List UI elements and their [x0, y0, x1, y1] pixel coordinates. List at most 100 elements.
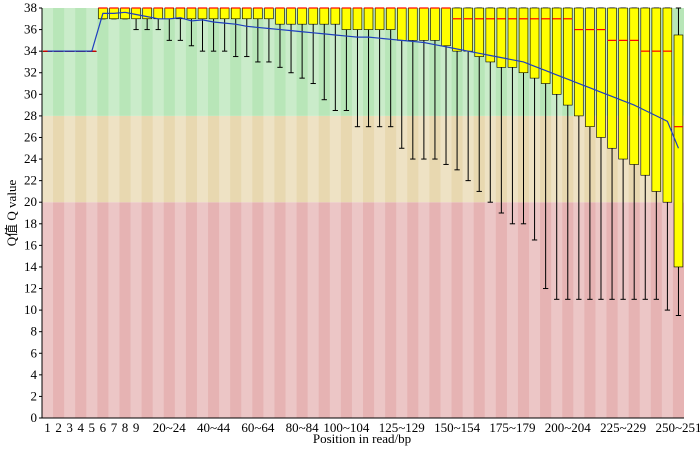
quality-zone	[42, 115, 684, 203]
box	[640, 7, 650, 176]
column-stripe	[351, 8, 363, 418]
y-tick-label: 28	[24, 108, 37, 123]
box	[496, 7, 507, 68]
column-stripe	[86, 8, 98, 418]
column-stripe	[241, 8, 253, 418]
x-tick-label: 6	[100, 420, 107, 435]
box	[607, 7, 617, 149]
y-tick-label: 2	[31, 388, 38, 403]
x-tick-label: 1	[44, 420, 51, 435]
box	[441, 7, 451, 47]
y-tick-label: 32	[24, 65, 37, 80]
column-stripe	[396, 8, 408, 418]
y-tick-label: 0	[31, 410, 38, 425]
box	[352, 7, 363, 30]
column-stripe	[418, 8, 430, 418]
box	[264, 7, 274, 20]
x-tick-label: 100~104	[323, 420, 370, 435]
column-stripe	[285, 8, 297, 418]
y-tick-label: 16	[24, 237, 38, 252]
box	[673, 34, 684, 268]
x-tick-label: 80~84	[286, 420, 320, 435]
box	[230, 7, 241, 20]
x-tick-label: 200~204	[545, 420, 592, 435]
y-tick-label: 36	[24, 22, 38, 37]
y-tick-label: 8	[31, 324, 38, 339]
box	[551, 7, 562, 95]
column-stripe	[174, 8, 186, 418]
box	[208, 7, 219, 20]
column-stripe	[196, 8, 209, 418]
x-tick-label: 150~154	[434, 420, 481, 435]
box	[474, 7, 484, 57]
y-tick-label: 20	[24, 194, 37, 209]
box	[319, 7, 329, 25]
y-tick-label: 34	[24, 43, 38, 58]
y-tick-label: 26	[24, 129, 38, 144]
box	[186, 7, 197, 20]
box	[330, 7, 341, 25]
quality-zone	[42, 202, 684, 418]
column-stripe	[219, 8, 231, 418]
x-axis-label: Position in read/bp	[313, 431, 411, 446]
box	[585, 7, 595, 127]
box	[153, 7, 163, 20]
column-stripe	[440, 8, 452, 418]
y-tick-label: 24	[24, 151, 38, 166]
box	[275, 7, 285, 25]
box	[518, 7, 529, 74]
box	[374, 7, 385, 30]
box	[596, 7, 606, 138]
column-stripe	[329, 8, 341, 418]
box	[286, 7, 296, 25]
mean-line	[47, 11, 680, 149]
box	[485, 7, 496, 63]
y-tick-label: 6	[31, 345, 38, 360]
box	[197, 7, 208, 20]
box	[563, 7, 573, 106]
x-tick-label: 125~129	[379, 420, 425, 435]
box	[430, 7, 440, 41]
y-axis-label: Q值 Q value	[4, 180, 19, 247]
box	[397, 7, 407, 41]
box	[363, 7, 374, 30]
box	[385, 7, 396, 30]
box	[253, 7, 263, 20]
column-stripe	[130, 8, 142, 418]
box	[618, 7, 628, 160]
box	[242, 7, 252, 20]
x-tick-label: 3	[66, 420, 73, 435]
box	[419, 7, 429, 41]
x-tick-label: 4	[77, 420, 84, 435]
y-tick-label: 38	[24, 0, 37, 15]
box	[297, 7, 307, 25]
y-tick-label: 12	[24, 281, 37, 296]
column-stripe	[64, 8, 76, 418]
column-stripe	[484, 8, 496, 418]
x-tick-label: 7	[111, 420, 118, 435]
column-stripe	[374, 8, 386, 418]
box	[574, 7, 584, 117]
box	[507, 7, 518, 68]
y-tick-label: 10	[24, 302, 37, 317]
box	[164, 7, 175, 20]
column-stripe	[42, 8, 54, 418]
x-tick-label: 60~64	[241, 420, 275, 435]
box	[651, 7, 662, 192]
box	[529, 7, 540, 79]
x-tick-label: 5	[89, 420, 96, 435]
column-stripe	[263, 8, 275, 418]
x-tick-label: 2	[55, 420, 62, 435]
box	[452, 7, 462, 52]
column-stripe	[307, 8, 319, 418]
x-tick-label: 225~229	[600, 420, 646, 435]
column-stripe	[108, 8, 120, 418]
y-tick-label: 18	[24, 216, 37, 231]
column-stripe	[462, 8, 474, 418]
box	[463, 7, 473, 52]
box	[408, 7, 418, 41]
y-tick-label: 30	[24, 86, 37, 101]
box	[341, 7, 352, 30]
box	[662, 7, 673, 203]
y-tick-label: 4	[31, 367, 38, 382]
